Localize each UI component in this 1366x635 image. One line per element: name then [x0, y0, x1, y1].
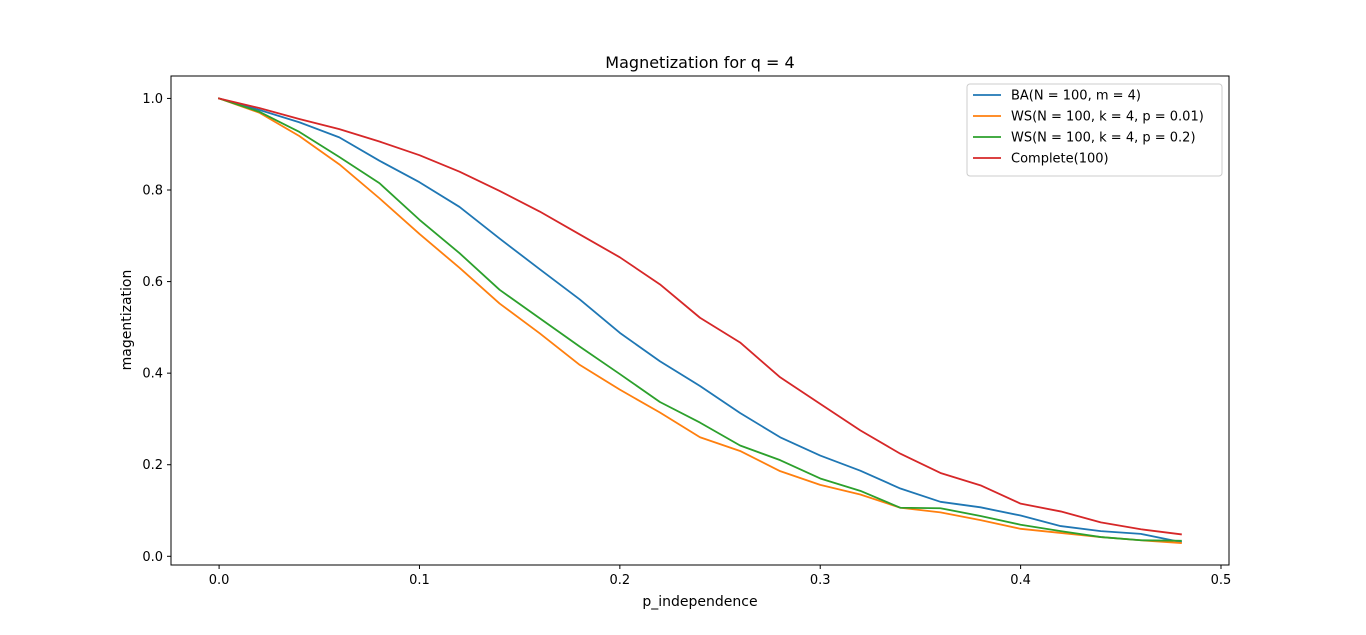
chart-title: Magnetization for q = 4	[605, 53, 794, 72]
legend-label-3: Complete(100)	[1011, 152, 1109, 167]
legend-box	[966, 83, 1223, 177]
x-tick-label: 0.2	[610, 573, 631, 588]
x-tick-label: 0.1	[409, 573, 430, 588]
y-axis-ticks: 0.0 0.2 0.4 0.6 0.8 1.0	[142, 92, 171, 565]
legend-label-0: BA(N = 100, m = 4)	[1011, 89, 1141, 104]
y-tick-label: 1.0	[142, 92, 163, 107]
x-axis-ticks: 0.0 0.1 0.2 0.3 0.4 0.5	[209, 565, 1232, 588]
series-line-0	[217, 97, 1182, 544]
y-tick-label: 0.2	[142, 458, 163, 473]
y-axis-label: magentization	[119, 270, 135, 371]
x-tick-label: 0.0	[209, 573, 230, 588]
y-tick-label: 0.0	[142, 550, 163, 565]
y-tick-label: 0.6	[142, 275, 163, 290]
x-axis-label: p_independence	[642, 594, 757, 610]
plot-frame	[170, 75, 1230, 566]
y-tick-label: 0.8	[142, 184, 163, 199]
legend-label-2: WS(N = 100, k = 4, p = 0.2)	[1011, 131, 1196, 146]
x-tick-label: 0.3	[810, 573, 831, 588]
legend: BA(N = 100, m = 4) WS(N = 100, k = 4, p =…	[966, 83, 1223, 177]
series-lines	[217, 97, 1182, 544]
legend-label-1: WS(N = 100, k = 4, p = 0.01)	[1011, 110, 1204, 125]
x-tick-label: 0.5	[1211, 573, 1232, 588]
series-line-2	[217, 97, 1182, 542]
y-tick-label: 0.4	[142, 367, 163, 382]
series-line-3	[218, 97, 1182, 536]
x-tick-label: 0.4	[1010, 573, 1031, 588]
series-line-1	[217, 97, 1182, 544]
